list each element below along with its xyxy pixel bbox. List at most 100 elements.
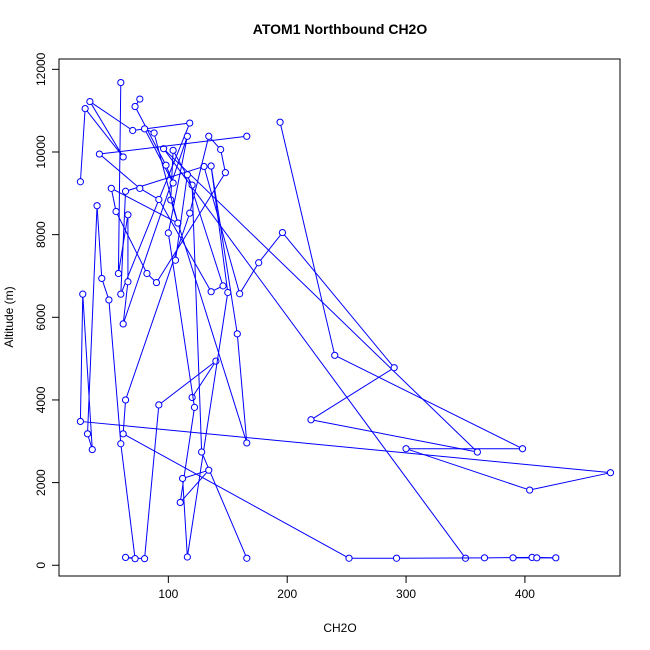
data-point	[243, 439, 251, 447]
data-point	[331, 351, 339, 359]
series-segment	[186, 292, 229, 558]
series-segment	[179, 469, 210, 503]
series-segment	[236, 333, 248, 443]
data-point	[243, 132, 251, 140]
data-point	[150, 129, 158, 137]
series-segment	[191, 185, 203, 453]
data-point	[255, 259, 263, 267]
data-point	[88, 445, 96, 454]
series-segment	[163, 148, 466, 559]
data-point	[171, 256, 180, 264]
data-point	[217, 145, 225, 154]
plot-frame	[58, 58, 621, 577]
data-point	[155, 195, 163, 204]
data-point	[233, 330, 241, 338]
series-3	[114, 78, 251, 562]
data-point	[307, 416, 315, 424]
series-segment	[191, 360, 217, 398]
series-segment	[79, 108, 86, 182]
y-axis-label: Altitude (m)	[2, 286, 16, 347]
data-point	[131, 102, 139, 111]
data-point	[86, 97, 94, 106]
series-segment	[310, 367, 395, 421]
series-segment	[144, 128, 174, 184]
series-1	[76, 97, 481, 562]
x-tick-label: 300	[396, 587, 416, 601]
series-segment	[125, 212, 191, 401]
data-point	[131, 555, 139, 563]
data-point	[186, 119, 194, 127]
y-tick-label: 8000	[34, 221, 48, 248]
series-segment	[89, 101, 133, 131]
series-segment	[89, 101, 124, 158]
data-point	[124, 278, 132, 286]
data-point	[205, 132, 213, 140]
series-segment	[111, 187, 179, 224]
y-axis: 0 2000 4000 6000 8000 10000 12000	[34, 52, 60, 569]
data-point	[236, 290, 244, 298]
y-tick-label: 0	[34, 562, 48, 569]
data-point	[117, 78, 125, 87]
y-tick-label: 2000	[34, 469, 48, 496]
series-segment	[80, 420, 611, 474]
series-5	[95, 132, 251, 296]
series-segment	[144, 404, 160, 559]
data-point	[105, 296, 113, 304]
data-point	[169, 179, 177, 187]
series-segment	[220, 149, 226, 173]
series-segment	[158, 360, 217, 406]
series-segment	[115, 211, 148, 274]
series-segment	[186, 174, 224, 287]
data-point	[79, 290, 87, 298]
data-point	[119, 153, 127, 161]
series-segment	[210, 165, 238, 334]
data-point	[107, 184, 115, 192]
series-segment	[279, 122, 336, 356]
data-point	[188, 393, 196, 402]
series-segment	[120, 122, 191, 295]
series-segment	[108, 299, 122, 444]
data-point	[224, 288, 232, 297]
data-point	[278, 228, 287, 237]
data-point	[83, 430, 92, 438]
series-segment	[153, 132, 179, 224]
y-tick-label: 10000	[34, 135, 48, 169]
series-segment	[182, 478, 188, 558]
data-point	[152, 278, 161, 287]
data-point	[606, 469, 615, 477]
data-point	[392, 554, 401, 562]
series-4	[107, 95, 560, 562]
series-layer	[76, 78, 615, 563]
data-point	[129, 126, 137, 135]
series-segment	[189, 136, 210, 214]
data-point	[93, 202, 101, 210]
data-point	[140, 555, 149, 563]
y-tick-label: 4000	[34, 386, 48, 413]
data-point	[159, 145, 168, 153]
data-point	[183, 171, 191, 179]
data-point	[480, 554, 489, 562]
series-segment	[101, 278, 110, 301]
series-segment	[99, 153, 141, 189]
series-segment	[529, 472, 611, 491]
data-point	[124, 211, 132, 219]
series-segment	[117, 214, 129, 274]
series-segment	[79, 294, 84, 422]
series-segment	[405, 448, 530, 491]
x-axis-label: CH2O	[323, 621, 356, 635]
data-point	[164, 229, 172, 237]
series-segment	[87, 205, 98, 434]
series-segment	[110, 188, 117, 212]
data-point	[198, 448, 206, 456]
y-tick-label: 12000	[34, 52, 48, 86]
series-segment	[139, 187, 160, 200]
data-point	[526, 486, 534, 494]
data-point	[205, 466, 213, 474]
series-segment	[134, 106, 167, 166]
data-point	[183, 553, 191, 561]
data-point	[552, 554, 560, 562]
data-point	[207, 162, 215, 170]
series-segment	[174, 174, 188, 261]
chart-title: ATOM1 Northbound CH2O	[253, 21, 428, 37]
